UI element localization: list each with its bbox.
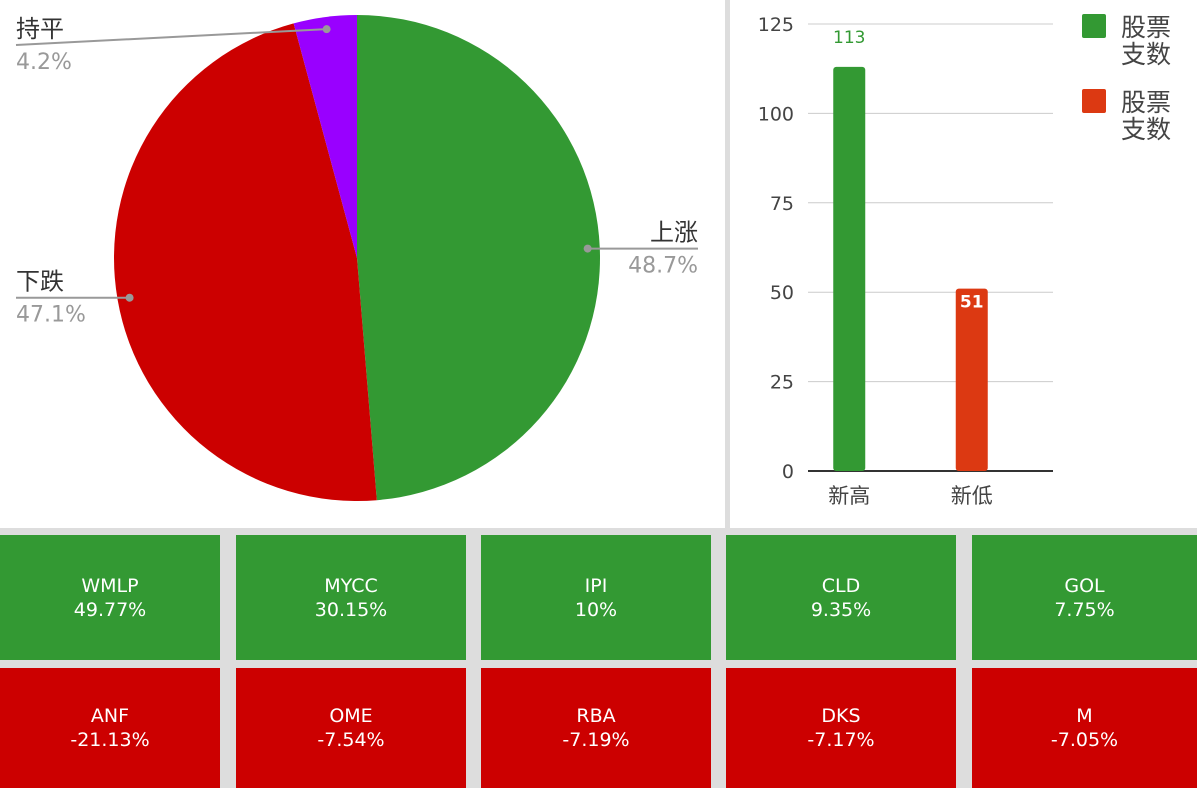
legend-swatch bbox=[1082, 89, 1106, 113]
tile-change: 9.35% bbox=[810, 598, 872, 621]
tile-name: DKS bbox=[821, 705, 861, 727]
slice-label: 上涨 bbox=[650, 219, 698, 247]
pie-slice bbox=[357, 15, 600, 501]
pie-slice bbox=[114, 23, 377, 501]
stock-tile: RBA -7.19% bbox=[481, 668, 711, 788]
data-label: 113 bbox=[833, 28, 865, 48]
legend-label: 股票支数 bbox=[1121, 13, 1171, 69]
tile-change: -7.05% bbox=[1050, 729, 1119, 751]
tile-change: -7.54% bbox=[317, 729, 385, 751]
tile-name: RBA bbox=[576, 705, 616, 727]
y-tick-label: 50 bbox=[770, 282, 794, 304]
leader-line bbox=[15, 28, 327, 46]
stock-tile: ANF -21.13% bbox=[0, 668, 220, 788]
stock-tile: CLD 9.35% bbox=[726, 535, 956, 660]
bar bbox=[955, 288, 988, 471]
slice-label: 下跌 bbox=[16, 268, 64, 296]
tile-change: -21.13% bbox=[70, 729, 150, 751]
stock-tile: IPI 10% bbox=[481, 535, 711, 660]
data-label: 51 bbox=[960, 293, 984, 313]
y-tick-label: 125 bbox=[758, 14, 794, 36]
tile-name: CLD bbox=[821, 574, 861, 597]
y-tick-label: 0 bbox=[782, 461, 794, 483]
leader-dot bbox=[125, 293, 134, 302]
stock-tile: GOL 7.75% bbox=[972, 535, 1197, 660]
tiles: WMLP 49.77% MYCC 30.15% IPI 10% CLD 9.35% GOL 7.7… bbox=[0, 533, 1197, 788]
slice-label: 持平 bbox=[16, 15, 64, 43]
tile-change: -7.19% bbox=[562, 729, 630, 751]
stock-tile: M -7.05% bbox=[972, 668, 1197, 788]
tile-name: ANF bbox=[90, 705, 130, 727]
legend-label: 股票支数 bbox=[1121, 88, 1171, 144]
tile-name: IPI bbox=[584, 574, 608, 597]
bar bbox=[833, 66, 866, 472]
leader-dot bbox=[583, 244, 592, 253]
tile-change: -7.17% bbox=[807, 729, 875, 751]
y-tick-label: 100 bbox=[758, 103, 794, 125]
tile-change: 10% bbox=[574, 598, 618, 621]
y-tick-label: 25 bbox=[770, 372, 794, 394]
tile-name: M bbox=[1076, 705, 1093, 727]
stock-tile: MYCC 30.15% bbox=[236, 535, 466, 660]
pie-slice bbox=[293, 15, 357, 258]
slice-percent: 48.7% bbox=[628, 254, 698, 279]
tile-change: 30.15% bbox=[314, 598, 388, 621]
tile-name: WMLP bbox=[81, 574, 139, 597]
slice-percent: 4.2% bbox=[16, 50, 72, 75]
stock-tile: DKS -7.17% bbox=[726, 668, 956, 788]
tile-name: GOL bbox=[1064, 574, 1105, 597]
tile-change: 49.77% bbox=[73, 598, 147, 621]
stock-tile: WMLP 49.77% bbox=[0, 535, 220, 660]
tile-name: MYCC bbox=[324, 574, 378, 597]
stock-tile: OME -7.54% bbox=[236, 668, 466, 788]
tile-change: 7.75% bbox=[1054, 598, 1115, 621]
y-tick-label: 75 bbox=[770, 193, 794, 215]
x-tick-label: 新低 bbox=[951, 484, 993, 508]
x-tick-label: 新高 bbox=[828, 484, 870, 508]
legend-swatch bbox=[1082, 14, 1106, 38]
slice-percent: 47.1% bbox=[16, 303, 86, 328]
tile-name: OME bbox=[329, 705, 373, 727]
pie-chart: 上涨 48.7% 下跌 47.1% 持平 4.2% bbox=[0, 0, 725, 528]
leader-dot bbox=[322, 25, 331, 34]
